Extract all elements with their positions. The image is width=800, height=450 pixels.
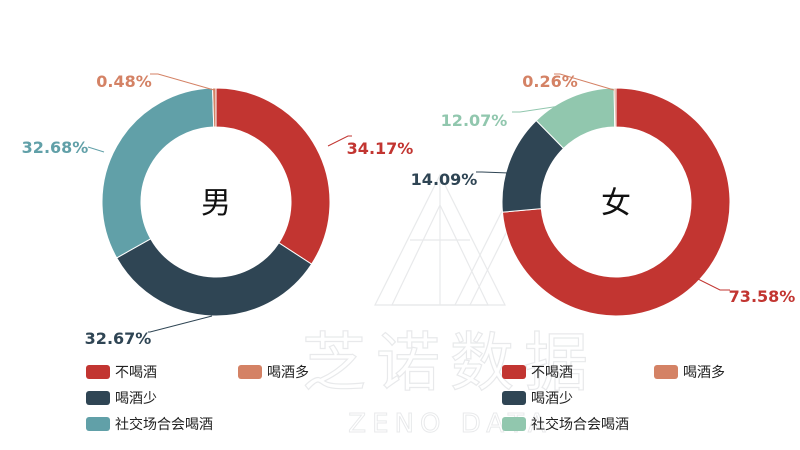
leader-line-1-4	[150, 73, 215, 91]
data-label-2-3: 12.07%	[441, 111, 508, 130]
legend-swatch-1-4	[86, 417, 110, 431]
legend-swatch-1-2	[238, 365, 262, 379]
data-label-1-4: 0.48%	[96, 72, 152, 91]
legend-swatch-2-2	[654, 365, 678, 379]
leader-line-1-1	[327, 135, 352, 147]
legend-item-2-2[interactable]: 喝酒多	[654, 364, 725, 381]
leader-line-2-3	[512, 105, 561, 113]
center-label-1: 男	[201, 186, 231, 221]
legend-label-2-1: 不喝酒	[531, 365, 573, 381]
leader-line-1-2	[148, 315, 213, 333]
watermark: 芝诺数据 ZENO DATA	[301, 173, 598, 440]
legend-item-2-3[interactable]: 喝酒少	[502, 391, 573, 407]
legend-item-1-4[interactable]: 社交场合会喝酒	[86, 416, 213, 433]
data-label-2-4: 0.26%	[522, 72, 578, 91]
legend-label-2-3: 喝酒少	[531, 391, 573, 407]
data-label-2-1: 73.58%	[729, 287, 796, 306]
legend-item-2-1[interactable]: 不喝酒	[502, 365, 573, 381]
legend-swatch-2-3	[502, 391, 526, 405]
slice-2-4[interactable]	[613, 87, 617, 128]
legend-label-1-1: 不喝酒	[115, 365, 157, 381]
legend-swatch-2-1	[502, 365, 526, 379]
legend-label-1-2: 喝酒多	[267, 364, 309, 381]
legend-label-2-4: 社交场合会喝酒	[531, 416, 629, 433]
legend-swatch-2-4	[502, 417, 526, 431]
legend-swatch-1-1	[86, 365, 110, 379]
legend-item-1-1[interactable]: 不喝酒	[86, 365, 157, 381]
legend-item-2-4[interactable]: 社交场合会喝酒	[502, 416, 629, 433]
slice-1-3[interactable]	[101, 87, 215, 259]
watermark-logo	[374, 173, 521, 306]
data-label-1-1: 34.17%	[347, 139, 414, 158]
watermark-title: 芝诺数据	[302, 327, 598, 401]
slice-2-1[interactable]	[501, 87, 731, 317]
legend-label-1-4: 社交场合会喝酒	[115, 416, 213, 433]
leader-line-2-2	[476, 171, 511, 174]
slice-1-2[interactable]	[115, 238, 313, 317]
leader-line-2-4	[554, 73, 615, 91]
leader-line-2-1	[697, 278, 730, 291]
data-label-1-3: 32.68%	[22, 138, 89, 157]
legend-label-1-3: 喝酒少	[115, 391, 157, 407]
data-label-1-2: 32.67%	[85, 329, 152, 348]
slice-1-1[interactable]	[215, 87, 331, 265]
center-label-2: 女	[601, 186, 631, 221]
data-label-2-2: 14.09%	[411, 170, 478, 189]
legend-item-1-2[interactable]: 喝酒多	[238, 364, 309, 381]
legend-swatch-1-3	[86, 391, 110, 405]
legend-label-2-2: 喝酒多	[683, 364, 725, 381]
legend-item-1-3[interactable]: 喝酒少	[86, 391, 157, 407]
leader-line-1-3	[87, 146, 105, 153]
slice-1-4[interactable]	[212, 87, 217, 128]
